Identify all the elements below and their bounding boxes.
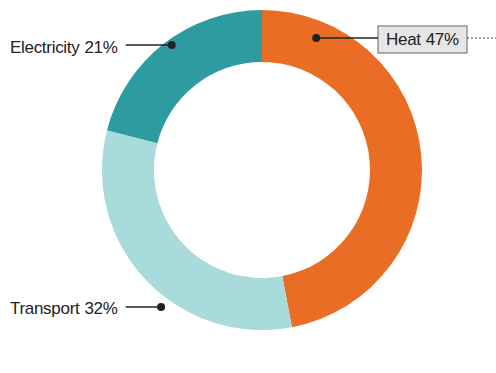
leader-dot: [312, 34, 320, 42]
leader-line: [126, 44, 172, 46]
slice: [102, 130, 292, 330]
slice: [262, 10, 422, 327]
label-value: 21%: [84, 38, 117, 57]
leader-dot: [157, 303, 165, 311]
dashed-line: [467, 38, 496, 39]
label-category: Transport: [10, 299, 80, 318]
label-value: 32%: [84, 299, 117, 318]
labels: Heat 47% Transport32% Electricity21%: [10, 26, 496, 318]
leader-dot: [168, 41, 176, 49]
data-label: Transport32%: [10, 299, 118, 318]
label-box: [378, 26, 467, 53]
slices: [102, 10, 422, 330]
data-label: Heat 47%: [386, 30, 459, 49]
label-value: 47%: [426, 30, 459, 49]
leader-line: [316, 37, 378, 39]
chart-container: Heat 47% Transport32% Electricity21%: [0, 0, 496, 373]
slice: [107, 10, 262, 143]
label-category: Electricity: [10, 38, 80, 57]
data-label: Electricity21%: [10, 38, 118, 57]
leader-line: [126, 306, 161, 308]
donut-chart: Heat 47% Transport32% Electricity21%: [0, 0, 496, 373]
label-category: Heat: [386, 30, 421, 49]
